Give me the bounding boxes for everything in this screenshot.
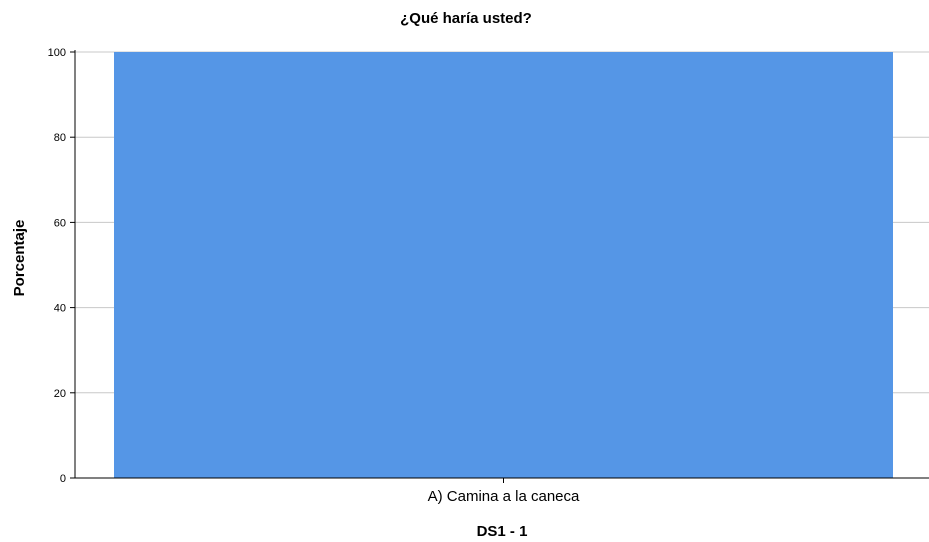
x-category-labels: A) Camina a la caneca — [428, 488, 580, 505]
y-tick-label: 100 — [48, 47, 66, 59]
chart-title: ¿Qué haría usted? — [400, 10, 532, 27]
y-tick-label: 60 — [54, 217, 66, 229]
bar — [114, 52, 893, 478]
x-category-label: A) Camina a la caneca — [428, 488, 580, 505]
y-tick-labels: 0 20 40 60 80 100 — [48, 47, 66, 485]
axes — [70, 50, 929, 483]
y-axis-label: Porcentaje — [11, 220, 28, 297]
y-tick-label: 40 — [54, 303, 66, 315]
bars — [114, 52, 893, 478]
x-axis-label: DS1 - 1 — [477, 523, 528, 540]
y-tick-label: 80 — [54, 132, 66, 144]
y-tick-label: 0 — [60, 473, 66, 485]
y-tick-label: 20 — [54, 388, 66, 400]
